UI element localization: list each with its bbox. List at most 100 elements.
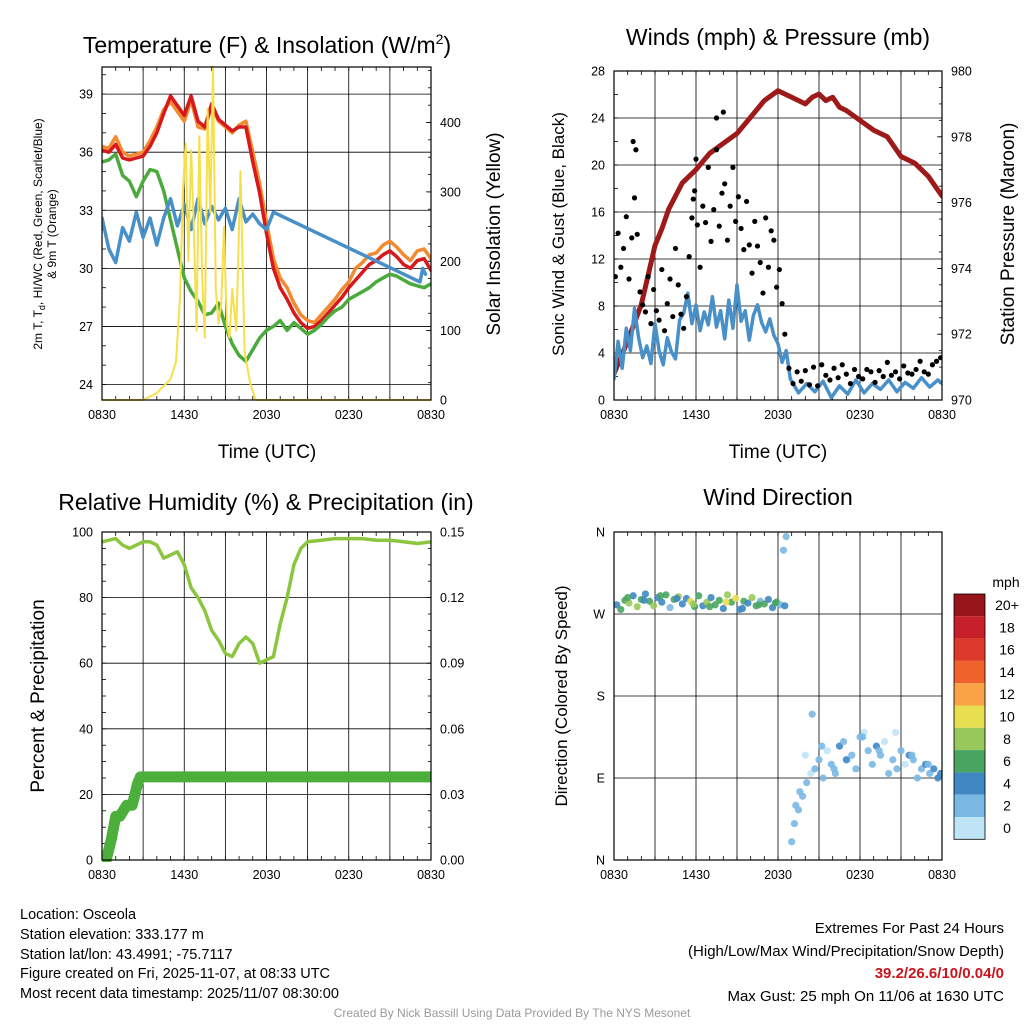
gust-point <box>693 156 699 162</box>
temp-x-tick-label: 2030 <box>253 408 281 422</box>
rh-y-tick-label: 0 <box>86 854 93 868</box>
gust-point <box>626 276 632 282</box>
wind-direction-point <box>650 602 658 610</box>
wdir-y-tick-label: W <box>593 608 605 622</box>
gust-point <box>884 359 890 365</box>
gust-point <box>757 259 763 266</box>
wdir-x-tick-label: 0830 <box>928 868 956 882</box>
legend-swatch <box>954 594 985 617</box>
created-text: Figure created on Fri, 2025-11-07, at 08… <box>20 966 331 983</box>
gust-point <box>629 235 635 241</box>
wind-right-tick-label: 978 <box>951 130 972 144</box>
wind-x-tick-label: 1430 <box>682 408 710 422</box>
credit-line: Created By Nick Bassill Using Data Provi… <box>333 1006 691 1020</box>
rh-title: Relative Humidity (%) & Precipitation (i… <box>58 489 473 515</box>
temp-right-tick-label: 100 <box>440 324 461 338</box>
gust-point <box>765 264 772 270</box>
gust-point <box>897 376 903 382</box>
wind-direction-point <box>842 756 850 764</box>
gust-point <box>917 358 923 364</box>
gust-point <box>642 309 649 315</box>
legend-swatch <box>954 794 985 817</box>
extremes-values: 39.2/26.6/10/0.04/0 <box>874 965 1004 982</box>
speed-color-legend: mph 20+ 18 16 14 12 10 8 6 4 2 0 <box>953 574 1020 840</box>
gust-point <box>620 245 627 252</box>
rh-plot: 0830 1430 2030 0230 08300204060801000.000.03… <box>72 526 464 883</box>
gust-point <box>754 243 761 249</box>
wind-direction-point <box>641 590 650 598</box>
wind-direction-point <box>658 598 666 606</box>
wind-right-tick-label: 976 <box>951 196 972 210</box>
gust-point <box>694 222 700 228</box>
wind-direction-point <box>625 599 633 607</box>
wdir-x-tick-label: 0830 <box>600 868 628 882</box>
gust-point <box>719 190 725 196</box>
gust-point <box>692 188 698 194</box>
wind-direction-point <box>868 760 876 768</box>
wind-direction-point <box>859 733 867 741</box>
rh-x-tick-label: 2030 <box>253 868 281 882</box>
gust-point <box>763 215 769 221</box>
gust-point <box>724 237 731 243</box>
legend-label: 2 <box>1003 798 1011 814</box>
gust-point <box>905 370 911 376</box>
wind-x-tick-label: 0230 <box>846 408 874 422</box>
temp-plot: 0830 1430 2030 0230 0830 24 27 30 33 36 39 0 100 200 3… <box>79 66 461 422</box>
wind-direction-point <box>811 765 819 773</box>
gust-point <box>690 196 696 202</box>
gust-point <box>651 286 657 293</box>
extremes-title: Extremes For Past 24 Hours <box>814 920 1004 937</box>
wind-y-tick-label: 20 <box>591 159 605 173</box>
gust-point <box>743 198 750 205</box>
wind-y-label-left: Sonic Wind & Gust (Blue, Black) <box>549 112 568 356</box>
temp-x-tick-label: 0830 <box>88 408 116 422</box>
gust-point <box>664 301 670 307</box>
gust-point <box>681 325 687 331</box>
gust-point <box>888 372 895 378</box>
wdir-y-tick-label: S <box>597 690 605 704</box>
gust-point <box>798 378 804 384</box>
wind-direction-point <box>897 747 905 755</box>
gust-point <box>760 290 766 296</box>
rh-x-tick-label: 0230 <box>335 868 363 882</box>
gust-point <box>856 373 862 380</box>
wind-direction-point <box>719 604 727 613</box>
gust-point <box>860 376 866 382</box>
gust-point <box>631 195 638 201</box>
legend-border <box>953 593 986 840</box>
gust-point <box>933 358 940 364</box>
gust-point <box>708 238 714 244</box>
wind-right-tick-label: 980 <box>951 65 972 79</box>
wind-direction-point <box>662 591 670 599</box>
legend-label: 8 <box>1003 731 1011 747</box>
temperature-y-label-left-2: & 9m T (Orange) <box>45 189 59 279</box>
gust-point <box>741 247 747 253</box>
gust-point <box>839 362 845 368</box>
temp-x-tick-label: 0830 <box>417 408 445 422</box>
gust-point <box>615 230 621 236</box>
wind-right-tick-label: 970 <box>951 394 972 408</box>
wind-direction-point <box>885 769 893 778</box>
gust-point <box>720 109 726 115</box>
temp-y-tick-label: 27 <box>79 320 93 334</box>
gust-point <box>872 379 878 385</box>
gust-point <box>815 383 821 389</box>
gust-point <box>702 219 709 226</box>
gust-point <box>705 164 711 170</box>
gust-point <box>913 366 919 373</box>
gust-point <box>653 308 659 314</box>
rh-y-tick-label: 20 <box>79 788 93 802</box>
solar-insolation-line <box>102 66 431 401</box>
precipitation-line <box>102 771 431 862</box>
rh-x-tick-label: 0830 <box>88 868 116 882</box>
wind-direction-point <box>889 756 897 764</box>
wind-direction-point <box>924 760 932 768</box>
gust-point <box>672 245 679 252</box>
legend-swatch <box>954 772 985 795</box>
gust-point <box>711 207 717 213</box>
gust-point <box>843 371 849 377</box>
temp-y-tick-label: 39 <box>79 88 93 102</box>
wind-y-tick-label: 16 <box>591 206 605 220</box>
extremes-subtitle: (High/Low/Max Wind/Precipitation/Snow De… <box>688 942 1004 960</box>
